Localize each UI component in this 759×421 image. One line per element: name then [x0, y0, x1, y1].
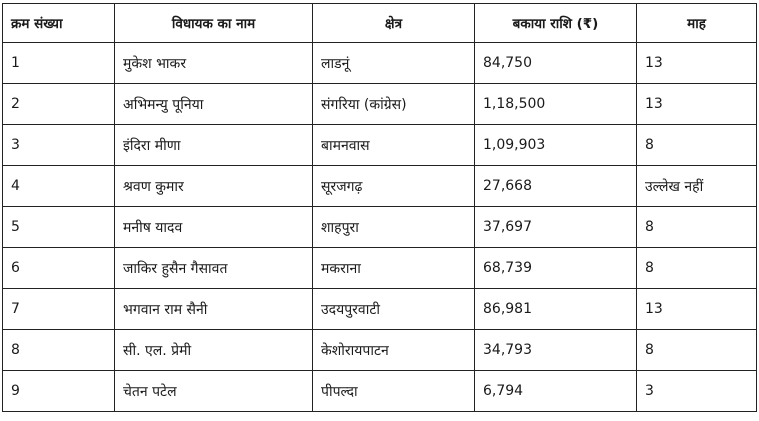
amount-cell: 37,697: [474, 206, 637, 248]
header-months: माह: [636, 3, 757, 43]
serial-number-cell: 7: [2, 288, 115, 330]
amount-cell: 27,668: [474, 165, 637, 207]
serial-number-cell: 6: [2, 247, 115, 289]
amount-cell: 86,981: [474, 288, 637, 330]
table-row: 4 श्रवण कुमार सूरजगढ़ 27,668 उल्लेख नहीं: [2, 165, 757, 207]
mla-name-cell: सी. एल. प्रेमी: [114, 329, 313, 371]
months-cell: 8: [636, 247, 757, 289]
table-header-row: क्रम संख्या विधायक का नाम क्षेत्र बकाया …: [2, 3, 757, 43]
months-cell: 8: [636, 124, 757, 166]
serial-number-cell: 4: [2, 165, 115, 207]
table-row: 9 चेतन पटेल पीपल्दा 6,794 3: [2, 370, 757, 412]
serial-number-cell: 2: [2, 83, 115, 125]
months-cell: 13: [636, 288, 757, 330]
constituency-cell: सूरजगढ़: [312, 165, 475, 207]
table-row: 1 मुकेश भाकर लाडनूं 84,750 13: [2, 42, 757, 84]
mla-name-cell: इंदिरा मीणा: [114, 124, 313, 166]
constituency-cell: शाहपुरा: [312, 206, 475, 248]
months-cell: 8: [636, 206, 757, 248]
months-cell: 13: [636, 83, 757, 125]
table-row: 3 इंदिरा मीणा बामनवास 1,09,903 8: [2, 124, 757, 166]
months-cell: 3: [636, 370, 757, 412]
table-row: 6 जाकिर हुसैन गैसावत मकराना 68,739 8: [2, 247, 757, 289]
mla-name-cell: मुकेश भाकर: [114, 42, 313, 84]
serial-number-cell: 9: [2, 370, 115, 412]
months-cell: उल्लेख नहीं: [636, 165, 757, 207]
header-serial-number: क्रम संख्या: [2, 3, 115, 43]
mla-name-cell: अभिमन्यु पूनिया: [114, 83, 313, 125]
constituency-cell: मकराना: [312, 247, 475, 289]
header-constituency: क्षेत्र: [312, 3, 475, 43]
constituency-cell: बामनवास: [312, 124, 475, 166]
mla-name-cell: श्रवण कुमार: [114, 165, 313, 207]
table-row: 2 अभिमन्यु पूनिया संगरिया (कांग्रेस) 1,1…: [2, 83, 757, 125]
amount-cell: 6,794: [474, 370, 637, 412]
constituency-cell: संगरिया (कांग्रेस): [312, 83, 475, 125]
constituency-cell: लाडनूं: [312, 42, 475, 84]
table-row: 5 मनीष यादव शाहपुरा 37,697 8: [2, 206, 757, 248]
mla-name-cell: मनीष यादव: [114, 206, 313, 248]
table-row: 8 सी. एल. प्रेमी केशोरायपाटन 34,793 8: [2, 329, 757, 371]
table-row: 7 भगवान राम सैनी उदयपुरवाटी 86,981 13: [2, 288, 757, 330]
months-cell: 8: [636, 329, 757, 371]
amount-cell: 1,09,903: [474, 124, 637, 166]
dues-table: क्रम संख्या विधायक का नाम क्षेत्र बकाया …: [2, 3, 757, 412]
months-cell: 13: [636, 42, 757, 84]
constituency-cell: उदयपुरवाटी: [312, 288, 475, 330]
serial-number-cell: 5: [2, 206, 115, 248]
amount-cell: 68,739: [474, 247, 637, 289]
mla-name-cell: चेतन पटेल: [114, 370, 313, 412]
amount-cell: 84,750: [474, 42, 637, 84]
header-outstanding-amount: बकाया राशि (₹): [474, 3, 637, 43]
constituency-cell: पीपल्दा: [312, 370, 475, 412]
serial-number-cell: 1: [2, 42, 115, 84]
serial-number-cell: 8: [2, 329, 115, 371]
header-mla-name: विधायक का नाम: [114, 3, 313, 43]
amount-cell: 1,18,500: [474, 83, 637, 125]
serial-number-cell: 3: [2, 124, 115, 166]
amount-cell: 34,793: [474, 329, 637, 371]
mla-name-cell: जाकिर हुसैन गैसावत: [114, 247, 313, 289]
mla-name-cell: भगवान राम सैनी: [114, 288, 313, 330]
constituency-cell: केशोरायपाटन: [312, 329, 475, 371]
